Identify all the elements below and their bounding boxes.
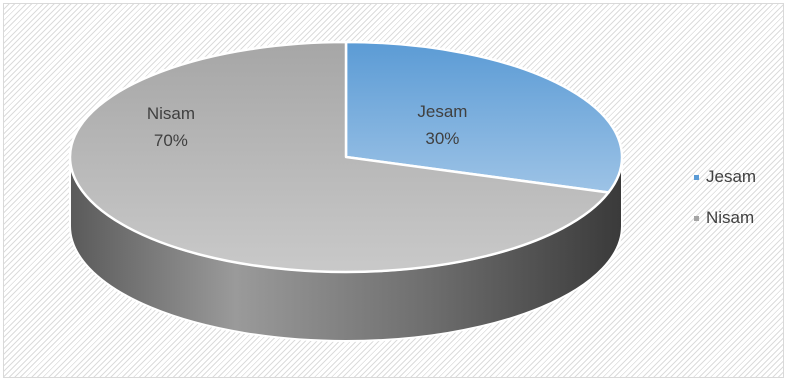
data-label-name-nisam: Nisam [147, 104, 195, 123]
legend-item-nisam: Nisam [694, 208, 756, 228]
data-label-name-jesam: Jesam [417, 102, 467, 121]
legend: Jesam Nisam [694, 167, 756, 249]
data-label-value-nisam: 70% [154, 131, 188, 150]
pie-chart: Jesam 30% Nisam 70% [68, 40, 624, 342]
data-label-value-jesam: 30% [425, 129, 459, 148]
pie-slice-nisam [68, 40, 610, 274]
pie-slice-jesam [344, 40, 624, 194]
legend-swatch-nisam [694, 215, 699, 221]
legend-label-jesam: Jesam [706, 167, 757, 186]
legend-item-jesam: Jesam [694, 167, 756, 187]
chart-area: Jesam 30% Nisam 70% Jesam Nisam [3, 3, 784, 378]
legend-swatch-jesam [694, 174, 699, 180]
legend-label-nisam: Nisam [706, 208, 755, 227]
